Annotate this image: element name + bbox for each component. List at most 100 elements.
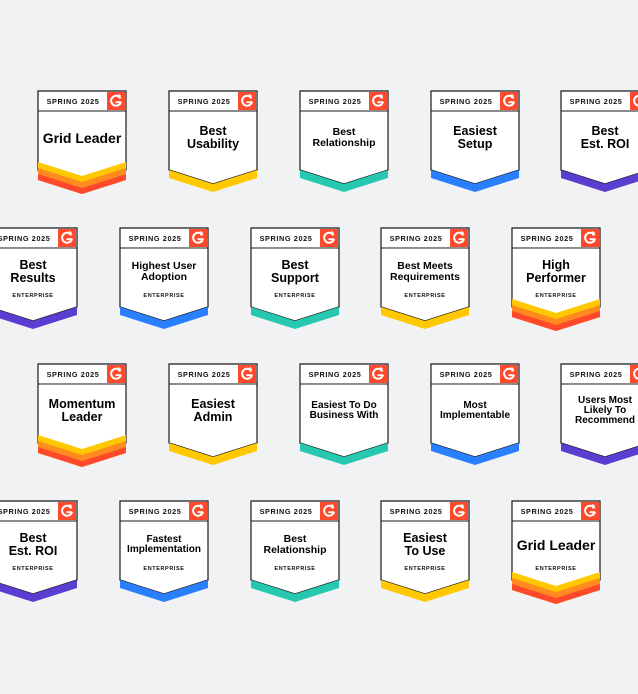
g2-logo-icon xyxy=(189,229,207,247)
badge-stripe xyxy=(561,170,638,192)
badge-shield-shape xyxy=(299,90,389,192)
badge-stripe xyxy=(431,170,519,192)
badge-title: Best Est. ROI xyxy=(8,530,58,558)
badge-segment-label: ENTERPRISE xyxy=(143,566,185,572)
award-badge: SPRING 2025 High Performer ENTERPRISE xyxy=(511,227,601,331)
award-badge: SPRING 2025 Best Usability xyxy=(168,90,258,194)
badge-title: High Performer xyxy=(526,257,586,285)
award-badge: SPRING 2025 Best Meets Requirements ENTER… xyxy=(380,227,470,331)
badge-stripe xyxy=(169,443,257,465)
badge-stripe xyxy=(120,580,208,602)
badge-shield-shape xyxy=(0,227,78,329)
g2-logo-icon xyxy=(450,229,468,247)
award-badge: SPRING 2025 Best Support ENTERPRISE xyxy=(250,227,340,331)
badge-stripe xyxy=(0,307,77,329)
badge-stripe xyxy=(431,443,519,465)
badge-shield-shape xyxy=(430,363,520,465)
badge-season-label: SPRING 2025 xyxy=(439,97,493,106)
g2-logo-icon xyxy=(630,365,638,383)
badge-title: Most Implementable xyxy=(439,399,511,421)
award-badge: SPRING 2025 Users Most Likely To Recomme… xyxy=(560,363,638,467)
badge-title: Users Most Likely To Recommend xyxy=(574,395,635,426)
award-badge: SPRING 2025 Best Est. ROI ENTERPRISE xyxy=(0,500,78,604)
g2-logo-icon xyxy=(500,365,518,383)
badge-season-label: SPRING 2025 xyxy=(177,97,231,106)
badge-season-label: SPRING 2025 xyxy=(128,234,182,243)
badge-shield-shape xyxy=(511,500,601,604)
badge-season-label: SPRING 2025 xyxy=(569,370,623,379)
badge-segment-label: ENTERPRISE xyxy=(143,293,185,299)
badge-stripe xyxy=(381,307,469,329)
badge-shield-shape xyxy=(119,500,209,602)
badge-title: Fastest Implementation xyxy=(127,533,201,555)
badge-title: Best Results xyxy=(10,257,56,285)
badge-title: Highest User Adoption xyxy=(131,259,197,283)
badge-season-label: SPRING 2025 xyxy=(0,234,51,243)
badge-shield-shape xyxy=(511,227,601,331)
award-badge: SPRING 2025 Best Relationship ENTERPRISE xyxy=(250,500,340,604)
badge-title: Best Usability xyxy=(186,123,240,151)
award-badge: SPRING 2025 Easiest To Do Business With xyxy=(299,363,389,467)
award-badge: SPRING 2025 Easiest To Use ENTERPRISE xyxy=(380,500,470,604)
badge-season-label: SPRING 2025 xyxy=(259,234,313,243)
badge-season-label: SPRING 2025 xyxy=(128,507,182,516)
badge-season-label: SPRING 2025 xyxy=(259,507,313,516)
badge-title: Best Support xyxy=(271,257,319,285)
badge-title: Best Meets Requirements xyxy=(389,259,461,283)
g2-logo-icon xyxy=(320,502,338,520)
badge-title: Best Relationship xyxy=(263,532,327,556)
award-badge: SPRING 2025 Best Est. ROI xyxy=(560,90,638,194)
badge-shield-shape xyxy=(0,500,78,602)
badge-shield-shape xyxy=(299,363,389,465)
g2-logo-icon xyxy=(500,92,518,110)
badge-stripe xyxy=(300,170,388,192)
award-badge: SPRING 2025 Easiest Setup xyxy=(430,90,520,194)
badge-segment-label: ENTERPRISE xyxy=(12,293,54,299)
badge-shield-shape xyxy=(250,227,340,329)
award-badge: SPRING 2025 Grid Leader ENTERPRISE xyxy=(511,500,601,604)
badge-stripe xyxy=(0,580,77,602)
badge-season-label: SPRING 2025 xyxy=(389,234,443,243)
badge-shield-shape xyxy=(560,90,638,192)
badge-season-label: SPRING 2025 xyxy=(46,97,100,106)
badge-title: Easiest Setup xyxy=(453,123,497,151)
award-badge: SPRING 2025 Easiest Admin xyxy=(168,363,258,467)
badge-segment-label: ENTERPRISE xyxy=(535,566,577,572)
badge-season-label: SPRING 2025 xyxy=(308,97,362,106)
badge-title: Easiest Admin xyxy=(191,396,235,424)
badge-season-label: SPRING 2025 xyxy=(439,370,493,379)
g2-logo-icon xyxy=(320,229,338,247)
award-badge: SPRING 2025 Grid Leader xyxy=(37,90,127,194)
badge-shield-shape xyxy=(168,363,258,465)
g2-logo-icon xyxy=(189,502,207,520)
badge-segment-label: ENTERPRISE xyxy=(274,293,316,299)
award-badge: SPRING 2025 Most Implementable xyxy=(430,363,520,467)
badge-title: Best Relationship xyxy=(312,125,376,149)
badge-season-label: SPRING 2025 xyxy=(389,507,443,516)
award-badge: SPRING 2025 Fastest Implementation ENTERP… xyxy=(119,500,209,604)
badge-shield-shape xyxy=(250,500,340,602)
badge-title: Grid Leader xyxy=(42,129,122,146)
g2-logo-icon xyxy=(369,92,387,110)
g2-logo-icon xyxy=(238,92,256,110)
badge-title: Easiest To Do Business With xyxy=(309,399,379,421)
badge-season-label: SPRING 2025 xyxy=(520,234,574,243)
award-badge: SPRING 2025 Best Results ENTERPRISE xyxy=(0,227,78,331)
badge-stripe xyxy=(512,572,600,604)
badge-shield-shape xyxy=(380,227,470,329)
badge-segment-label: ENTERPRISE xyxy=(404,566,446,572)
g2-logo-icon xyxy=(107,92,125,110)
badge-stripe xyxy=(38,162,126,194)
badge-shield-shape xyxy=(37,90,127,194)
badge-season-label: SPRING 2025 xyxy=(520,507,574,516)
g2-logo-icon xyxy=(107,365,125,383)
badge-title: Easiest To Use xyxy=(403,530,447,558)
g2-logo-icon xyxy=(581,229,599,247)
badge-shield-shape xyxy=(37,363,127,467)
badge-shield-shape xyxy=(380,500,470,602)
badge-segment-label: ENTERPRISE xyxy=(535,293,577,299)
badge-stripe xyxy=(512,299,600,331)
badge-stripe xyxy=(381,580,469,602)
g2-logo-icon xyxy=(238,365,256,383)
g2-logo-icon xyxy=(58,502,76,520)
